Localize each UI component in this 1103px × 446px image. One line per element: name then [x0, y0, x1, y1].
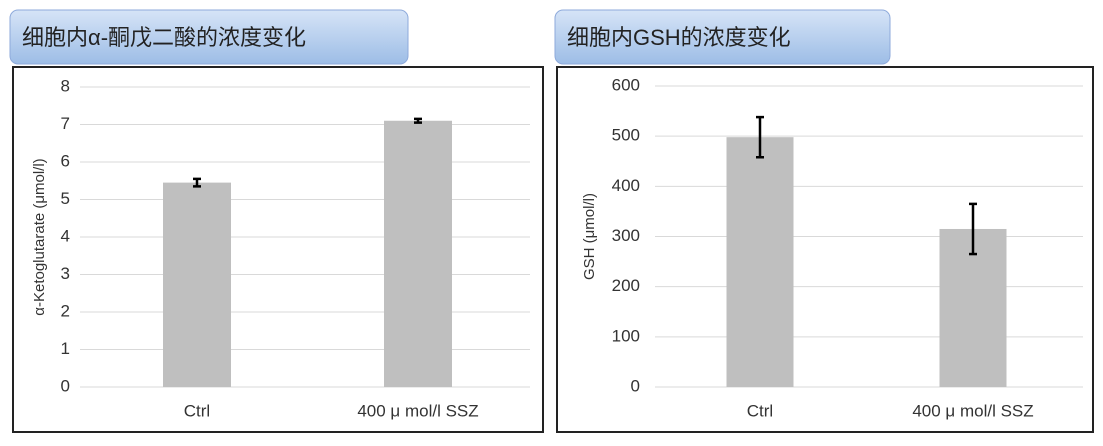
y-tick-label: 2 [61, 301, 70, 320]
x-tick-label: 400 μ mol/l SSZ [357, 401, 478, 420]
y-tick-label: 5 [61, 189, 70, 208]
y-tick-label: 7 [61, 114, 70, 133]
y-axis-label: GSH (μmol/l) [581, 193, 598, 280]
x-tick-label: Ctrl [184, 401, 210, 420]
bar [163, 182, 231, 387]
y-tick-label: 8 [61, 76, 70, 95]
error-bar [414, 117, 422, 124]
title-tab [554, 9, 891, 65]
error-bar [969, 202, 977, 256]
chart-frame [12, 66, 544, 433]
y-tick-label: 200 [612, 276, 640, 295]
y-tick-label: 4 [61, 226, 70, 245]
y-tick-label: 0 [61, 376, 70, 395]
y-tick-label: 1 [61, 339, 70, 358]
error-bar [193, 177, 201, 188]
x-tick-label: 400 μ mol/l SSZ [912, 401, 1033, 420]
y-tick-label: 300 [612, 226, 640, 245]
y-tick-label: 500 [612, 126, 640, 145]
y-tick-label: 3 [61, 264, 70, 283]
y-tick-label: 6 [61, 151, 70, 170]
y-tick-label: 400 [612, 176, 640, 195]
x-tick-label: Ctrl [747, 401, 773, 420]
y-axis-label: α-Ketoglutarate (μmol/l) [31, 158, 48, 315]
chart-title: 细胞内GSH的浓度变化 [567, 25, 791, 50]
y-tick-label: 600 [612, 75, 640, 94]
bar [726, 137, 794, 387]
bar [384, 120, 452, 387]
chart-title: 细胞内α-酮戊二酸的浓度变化 [22, 25, 306, 50]
error-bar [756, 115, 764, 159]
y-tick-label: 0 [631, 376, 640, 395]
bar [939, 228, 1007, 387]
title-tab [9, 9, 409, 65]
y-tick-label: 100 [612, 326, 640, 345]
